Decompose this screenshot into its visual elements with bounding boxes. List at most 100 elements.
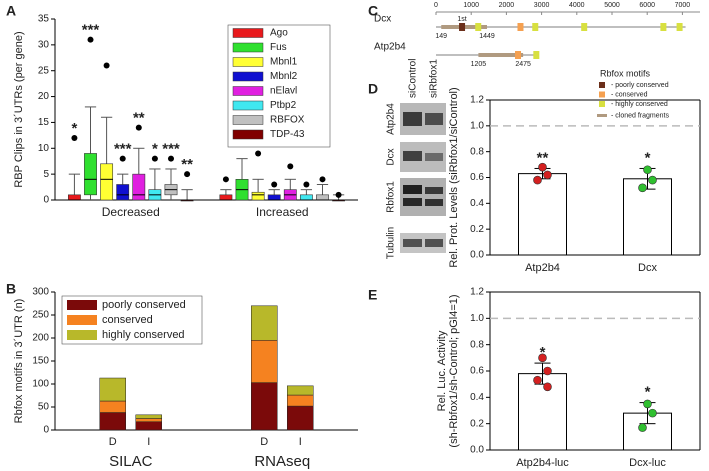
outlier	[135, 124, 142, 131]
data-point	[543, 382, 552, 392]
y-tick-label: 0.0	[470, 445, 484, 456]
y-tick-label: 15	[38, 117, 50, 128]
blot-band	[425, 199, 443, 206]
data-point	[643, 165, 652, 175]
bar-segment	[135, 418, 162, 422]
x-tick-label: I	[299, 436, 302, 448]
y-tick-label: 150	[32, 356, 49, 367]
bar	[518, 373, 567, 451]
motif-label: 1st	[457, 16, 466, 23]
x-tick-label: Atp2b4	[525, 262, 560, 274]
box	[116, 184, 130, 201]
blot-row-label: Rbfox1	[386, 181, 397, 213]
motif	[533, 51, 540, 59]
outlier	[103, 62, 110, 69]
legend-swatch	[232, 71, 264, 82]
data-point	[538, 353, 547, 363]
y-tick-label: 0.8	[470, 339, 484, 350]
blot-band	[403, 112, 422, 126]
blot-row-label: Dcx	[386, 148, 397, 165]
legend-swatch	[67, 330, 97, 340]
box	[132, 173, 146, 201]
group-label: SILAC	[109, 453, 153, 470]
significance: *	[645, 384, 651, 401]
x-tick-label: 5000	[604, 2, 620, 9]
legend-swatch	[599, 82, 605, 88]
legend-label: highly conserved	[102, 329, 185, 341]
y-axis-label: Rel. Prot. Levels (siRbfox1/siControl)	[448, 87, 460, 267]
y-tick-label: 20	[38, 91, 50, 102]
y-tick-label: 1.0	[470, 313, 484, 324]
outlier	[287, 163, 294, 170]
y-tick-label: 0	[43, 425, 49, 436]
gene-name: Atp2b4	[374, 42, 406, 53]
bar	[518, 173, 567, 256]
x-tick-label: Decreased	[102, 205, 160, 219]
outlier	[222, 176, 229, 183]
box	[84, 153, 97, 196]
y-tick-label: 100	[32, 379, 49, 390]
legend-swatch	[67, 300, 97, 310]
y-axis-label: (sh-Rbfox1/sh-Control; pGl4=1)	[448, 294, 460, 447]
significance: **	[181, 156, 193, 173]
legend-title: Rbfox motifs	[600, 68, 651, 78]
y-tick-label: 0.8	[470, 146, 484, 157]
bar-segment	[99, 377, 126, 402]
x-tick-label: 2000	[499, 2, 515, 9]
legend-label: Fus	[270, 42, 287, 53]
y-tick-label: 0	[43, 195, 49, 206]
outlier	[319, 176, 326, 183]
blot-row-label: Atp2b4	[386, 103, 397, 135]
significance: ***	[162, 141, 180, 158]
box	[251, 191, 265, 201]
bar	[623, 178, 672, 256]
panel-label: A	[6, 3, 16, 19]
significance: *	[645, 149, 651, 166]
data-point	[543, 170, 552, 180]
x-tick-label: 1000	[463, 2, 479, 9]
significance: **	[537, 149, 549, 166]
outlier	[167, 155, 174, 162]
legend-swatch	[232, 100, 264, 111]
panel-label: C	[368, 3, 378, 19]
box	[219, 194, 233, 201]
blot-band	[425, 239, 443, 247]
outlier	[87, 36, 94, 43]
bar-segment	[251, 305, 278, 341]
motif	[515, 51, 522, 59]
motif	[517, 23, 524, 31]
y-tick-label: 250	[32, 310, 49, 321]
fragment-bound-label: 149	[435, 33, 447, 40]
fragment-bound-label: 2475	[515, 61, 531, 68]
legend-label: Ptbp2	[270, 100, 297, 111]
cloned-fragment	[478, 53, 524, 57]
y-tick-label: 1.0	[470, 120, 484, 131]
gene-name: Dcx	[374, 14, 391, 25]
blot-lane-label: siControl	[408, 59, 419, 98]
outlier	[271, 181, 278, 188]
blot-band	[403, 239, 422, 247]
blot-band	[425, 113, 443, 125]
blot-lane-label: siRbfox1	[429, 59, 440, 98]
bar-segment	[287, 405, 314, 431]
y-tick-label: 25	[38, 65, 50, 76]
legend-label: conserved	[102, 314, 153, 326]
outlier	[119, 155, 126, 162]
legend-label: Mbnl1	[270, 57, 298, 68]
bar-segment	[135, 414, 162, 419]
blot-band	[403, 185, 422, 194]
blot-row-label: Tubulin	[386, 227, 397, 259]
bar-segment	[287, 394, 314, 407]
y-tick-label: 10	[38, 143, 50, 154]
panel-label: B	[6, 281, 16, 297]
y-tick-label: 0.4	[470, 198, 484, 209]
data-point	[638, 423, 647, 432]
legend-swatch	[232, 129, 264, 140]
blot-band	[425, 187, 443, 194]
legend-swatch	[599, 101, 605, 107]
legend-label: - poorly conserved	[611, 82, 669, 89]
y-axis-label: RBP Clips in 3´UTRs (per gene)	[13, 31, 25, 187]
legend-label: RBFOX	[270, 115, 305, 126]
y-tick-label: 0.2	[470, 224, 484, 235]
motif	[532, 23, 539, 31]
